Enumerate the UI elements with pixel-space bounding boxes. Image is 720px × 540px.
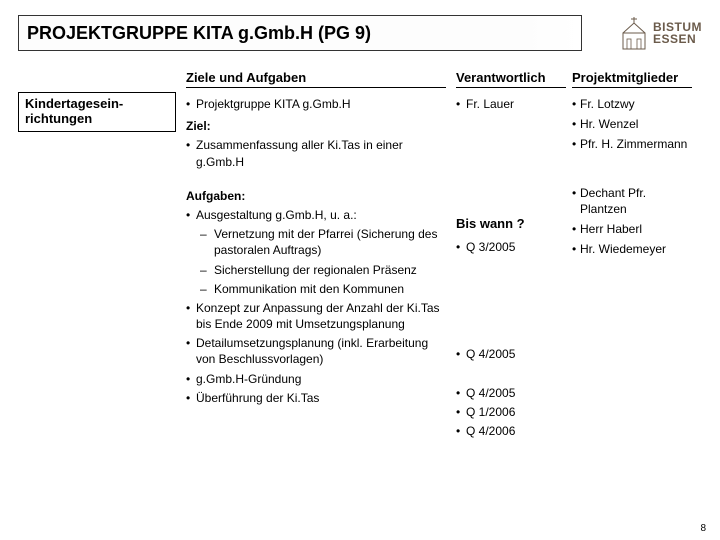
spacer	[456, 115, 566, 215]
bullet-icon: •	[456, 346, 466, 362]
bullet-icon: •	[572, 116, 580, 132]
col-header-mitglieder: Projektmitglieder	[572, 70, 692, 88]
bullet-icon: •	[456, 385, 466, 401]
aufgabe-5: • Überführung der Ki.Tas	[186, 390, 446, 406]
ziele-column: • Projektgruppe KITA g.Gmb.H Ziel: • Zus…	[186, 96, 446, 443]
deadline-4: • Q 1/2006	[456, 404, 566, 420]
category-box: Kindertagesein- richtungen	[18, 92, 176, 132]
bullet-icon: •	[186, 335, 196, 367]
aufgabe-4-text: g.Gmb.H-Gründung	[196, 371, 446, 387]
deadline-1: • Q 3/2005	[456, 239, 566, 255]
aufgabe-2-text: Konzept zur Anpassung der Anzahl der Ki.…	[196, 300, 446, 332]
member-2-text: Hr. Wenzel	[580, 116, 692, 132]
aufgabe-1-text: Ausgestaltung g.Gmb.H, u. a.:	[196, 207, 446, 223]
member-6: •Hr. Wiedemeyer	[572, 241, 692, 257]
logo-line2: ESSEN	[653, 33, 702, 45]
member-4-text: Dechant Pfr. Plantzen	[580, 185, 692, 217]
col-header-ziele: Ziele und Aufgaben	[186, 70, 446, 88]
bullet-icon: •	[186, 137, 196, 169]
deadline-3: • Q 4/2005	[456, 385, 566, 401]
aufgabe-3: • Detailumsetzungsplanung (inkl. Erarbei…	[186, 335, 446, 367]
bullet-icon: •	[186, 390, 196, 406]
dash-icon: –	[200, 226, 214, 258]
ziel-bullet: • Zusammenfassung aller Ki.Tas in einer …	[186, 137, 446, 169]
dash-icon: –	[200, 262, 214, 278]
spacer	[456, 258, 566, 346]
member-1: •Fr. Lotzwy	[572, 96, 692, 112]
ziel-text: Zusammenfassung aller Ki.Tas in einer g.…	[196, 137, 446, 169]
body-row: • Projektgruppe KITA g.Gmb.H Ziel: • Zus…	[186, 96, 702, 443]
member-4: •Dechant Pfr. Plantzen	[572, 185, 692, 217]
biswann-label: Bis wann ?	[456, 215, 566, 233]
bullet-icon: •	[572, 185, 580, 217]
spacer	[572, 157, 692, 185]
aufgabe-4: • g.Gmb.H-Gründung	[186, 371, 446, 387]
aufgabe-1-sub-2-text: Sicherstellung der regionalen Präsenz	[214, 262, 446, 278]
bullet-icon: •	[572, 221, 580, 237]
verantwortlich-column: • Fr. Lauer Bis wann ? • Q 3/2005 • Q 4/…	[456, 96, 566, 443]
aufgabe-1-sub-2: – Sicherstellung der regionalen Präsenz	[200, 262, 446, 278]
page-title: PROJEKTGRUPPE KITA g.Gmb.H (PG 9)	[27, 23, 371, 44]
column-headers: Ziele und Aufgaben Verantwortlich Projek…	[186, 64, 702, 88]
col-header-verantwortlich: Verantwortlich	[456, 70, 566, 88]
aufgaben-label: Aufgaben:	[186, 188, 446, 204]
bullet-icon: •	[456, 423, 466, 439]
mitglieder-column: •Fr. Lotzwy •Hr. Wenzel •Pfr. H. Zimmerm…	[572, 96, 692, 443]
aufgabe-1-sub-3: – Kommunikation mit den Kommunen	[200, 281, 446, 297]
deadline-5: • Q 4/2006	[456, 423, 566, 439]
bullet-icon: •	[572, 96, 580, 112]
category-line1: Kindertagesein-	[25, 96, 123, 111]
content: Kindertagesein- richtungen Ziele und Auf…	[18, 64, 702, 443]
bullet-icon: •	[456, 96, 466, 112]
member-5-text: Herr Haberl	[580, 221, 692, 237]
dash-icon: –	[200, 281, 214, 297]
deadline-5-text: Q 4/2006	[466, 423, 566, 439]
bullet-icon: •	[456, 239, 466, 255]
member-2: •Hr. Wenzel	[572, 116, 692, 132]
bullet-icon: •	[456, 404, 466, 420]
bullet-icon: •	[572, 241, 580, 257]
category-line2: richtungen	[25, 111, 92, 126]
deadline-2-text: Q 4/2005	[466, 346, 566, 362]
bullet-icon: •	[186, 300, 196, 332]
member-3: •Pfr. H. Zimmermann	[572, 136, 692, 152]
member-5: •Herr Haberl	[572, 221, 692, 237]
church-icon	[619, 15, 649, 51]
left-column: Kindertagesein- richtungen	[18, 64, 186, 443]
page: PROJEKTGRUPPE KITA g.Gmb.H (PG 9) BISTUM…	[0, 0, 720, 540]
aufgabe-1-sub-1-text: Vernetzung mit der Pfarrei (Sicherung de…	[214, 226, 446, 258]
header-row: PROJEKTGRUPPE KITA g.Gmb.H (PG 9) BISTUM…	[18, 12, 702, 54]
spacer	[456, 365, 566, 385]
responsible-1-text: Fr. Lauer	[466, 96, 566, 112]
aufgabe-5-text: Überführung der Ki.Tas	[196, 390, 446, 406]
bullet-icon: •	[186, 207, 196, 223]
aufgabe-3-text: Detailumsetzungsplanung (inkl. Erarbeitu…	[196, 335, 446, 367]
aufgabe-1: • Ausgestaltung g.Gmb.H, u. a.:	[186, 207, 446, 223]
aufgabe-1-sub-1: – Vernetzung mit der Pfarrei (Sicherung …	[200, 226, 446, 258]
bullet-icon: •	[186, 96, 196, 112]
bullet-icon: •	[186, 371, 196, 387]
bullet-icon: •	[572, 136, 580, 152]
bistum-essen-logo: BISTUM ESSEN	[592, 12, 702, 54]
page-number: 8	[700, 523, 706, 534]
logo-text: BISTUM ESSEN	[653, 21, 702, 45]
aufgabe-2: • Konzept zur Anpassung der Anzahl der K…	[186, 300, 446, 332]
member-1-text: Fr. Lotzwy	[580, 96, 692, 112]
top-bullet: • Projektgruppe KITA g.Gmb.H	[186, 96, 446, 112]
top-bullet-text: Projektgruppe KITA g.Gmb.H	[196, 96, 446, 112]
ziel-label: Ziel:	[186, 118, 446, 134]
member-6-text: Hr. Wiedemeyer	[580, 241, 692, 257]
responsible-1: • Fr. Lauer	[456, 96, 566, 112]
member-3-text: Pfr. H. Zimmermann	[580, 136, 692, 152]
deadline-2: • Q 4/2005	[456, 346, 566, 362]
deadline-1-text: Q 3/2005	[466, 239, 566, 255]
title-bar: PROJEKTGRUPPE KITA g.Gmb.H (PG 9)	[18, 15, 582, 51]
aufgabe-1-sub-3-text: Kommunikation mit den Kommunen	[214, 281, 446, 297]
deadline-3-text: Q 4/2005	[466, 385, 566, 401]
deadline-4-text: Q 1/2006	[466, 404, 566, 420]
right-column: Ziele und Aufgaben Verantwortlich Projek…	[186, 64, 702, 443]
